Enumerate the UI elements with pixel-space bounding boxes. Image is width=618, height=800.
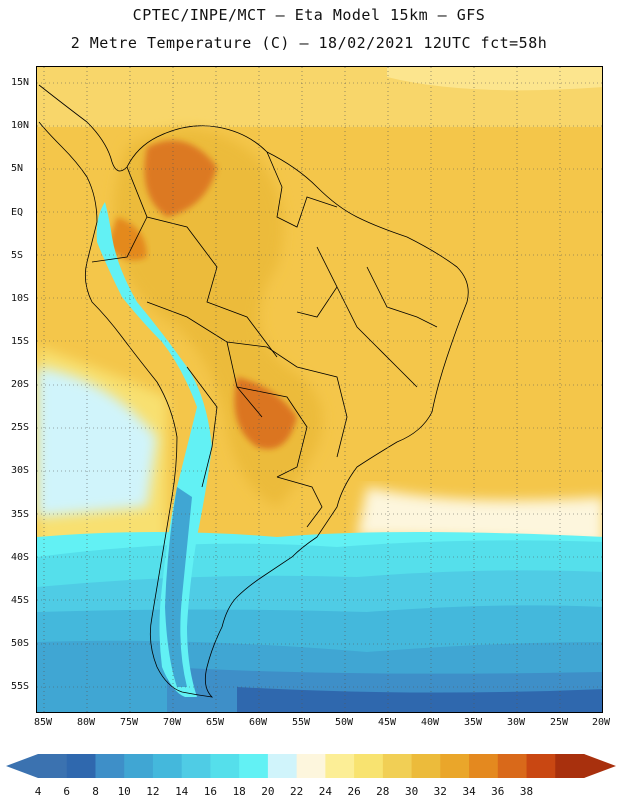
lon-label: 20W bbox=[591, 717, 611, 728]
lon-label: 85W bbox=[33, 717, 53, 728]
temp-hotspot-chaco bbox=[234, 377, 297, 449]
lon-label: 65W bbox=[205, 717, 225, 728]
colorbar-cell bbox=[354, 754, 384, 778]
colorbar-cell bbox=[411, 754, 441, 778]
lat-label: 5N bbox=[11, 163, 24, 174]
temp-field-atlantic-20 bbox=[357, 487, 602, 547]
colorbar-cell bbox=[124, 754, 154, 778]
lat-label: 50S bbox=[11, 638, 30, 649]
temp-hotspot-venezuela bbox=[144, 140, 217, 217]
lat-label: 20S bbox=[11, 379, 30, 390]
colorbar-cell bbox=[181, 754, 211, 778]
colorbar-label: 38 bbox=[519, 785, 534, 798]
lat-label: 10S bbox=[11, 293, 30, 304]
colorbar-cell bbox=[526, 754, 556, 778]
temp-band-6 bbox=[237, 687, 602, 712]
colorbar-label: 6 bbox=[63, 785, 70, 798]
temperature-map bbox=[36, 66, 603, 713]
lon-label: 60W bbox=[248, 717, 268, 728]
lon-label: 30W bbox=[506, 717, 526, 728]
lon-label: 40W bbox=[420, 717, 440, 728]
temp-field-humboldt-current bbox=[37, 367, 157, 517]
lat-label: 15N bbox=[11, 77, 30, 88]
lon-label: 50W bbox=[334, 717, 354, 728]
colorbar-cell bbox=[38, 754, 68, 778]
color-scale-bar bbox=[6, 754, 616, 778]
colorbar-label: 20 bbox=[261, 785, 275, 798]
colorbar-cell bbox=[66, 754, 96, 778]
lat-label: 55S bbox=[11, 681, 30, 692]
colorbar-label: 16 bbox=[203, 785, 218, 798]
lon-label: 45W bbox=[377, 717, 397, 728]
lat-label: 15S bbox=[11, 336, 30, 347]
colorbar-label: 28 bbox=[376, 785, 390, 798]
colorbar-label: 24 bbox=[318, 785, 333, 798]
colorbar-label: 10 bbox=[117, 785, 131, 798]
lat-label: EQ bbox=[11, 207, 24, 218]
colorbar-cell bbox=[239, 754, 269, 778]
colorbar-label: 14 bbox=[175, 785, 189, 798]
colorbar-low-arrow bbox=[6, 754, 38, 778]
colorbar-label: 18 bbox=[232, 785, 246, 798]
colorbar-label: 12 bbox=[146, 785, 160, 798]
colorbar-label: 32 bbox=[433, 785, 447, 798]
lat-label: 45S bbox=[11, 595, 30, 606]
colorbar-cell bbox=[382, 754, 413, 778]
colorbar-cell bbox=[555, 754, 585, 778]
lat-label: 25S bbox=[11, 422, 30, 433]
colorbar-cell bbox=[497, 754, 528, 778]
lon-label: 75W bbox=[119, 717, 139, 728]
colorbar-high-arrow bbox=[584, 754, 616, 778]
lat-label: 40S bbox=[11, 552, 30, 563]
colorbar-label: 30 bbox=[404, 785, 419, 798]
map-canvas bbox=[37, 67, 602, 712]
colorbar-cell bbox=[267, 754, 298, 778]
map-title-line1: CPTEC/INPE/MCT – Eta Model 15km – GFS bbox=[132, 6, 486, 24]
lat-label: 5S bbox=[11, 250, 24, 261]
colorbar-cell bbox=[210, 754, 240, 778]
colorbar-cell bbox=[296, 754, 326, 778]
lon-label: 70W bbox=[162, 717, 182, 728]
colorbar-cell bbox=[152, 754, 183, 778]
colorbar-cell bbox=[95, 754, 125, 778]
graticule bbox=[37, 67, 602, 712]
temp-field-caribbean-cool bbox=[387, 67, 602, 91]
coastline-and-borders bbox=[38, 84, 469, 698]
colorbar-cell bbox=[325, 754, 355, 778]
lat-label: 30S bbox=[11, 465, 30, 476]
colorbar-label: 26 bbox=[347, 785, 361, 798]
lon-label: 25W bbox=[549, 717, 569, 728]
colorbar-cell bbox=[469, 754, 499, 778]
colorbar-cell bbox=[440, 754, 470, 778]
temp-field-andes-peaks bbox=[165, 487, 192, 687]
lat-label: 10N bbox=[11, 120, 30, 131]
lat-label: 35S bbox=[11, 509, 30, 520]
colorbar-label: 36 bbox=[491, 785, 505, 798]
temp-hotspot-amazon-west bbox=[107, 217, 147, 261]
colorbar-cells bbox=[38, 754, 585, 778]
colorbar-label: 4 bbox=[34, 785, 42, 798]
map-title-line2: 2 Metre Temperature (C) – 18/02/2021 12U… bbox=[70, 34, 548, 52]
colorbar-label: 8 bbox=[92, 785, 99, 798]
lon-label: 55W bbox=[291, 717, 311, 728]
colorbar-label: 34 bbox=[462, 785, 476, 798]
colorbar-label: 22 bbox=[289, 785, 304, 798]
lon-label: 80W bbox=[76, 717, 96, 728]
lon-label: 35W bbox=[463, 717, 483, 728]
